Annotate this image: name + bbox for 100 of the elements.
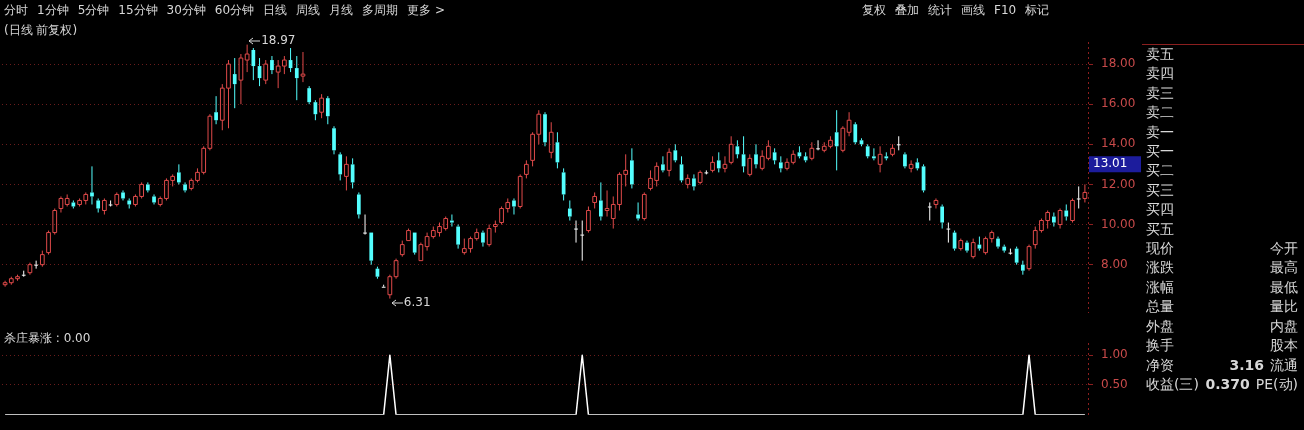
text: 买一 [1146, 142, 1174, 162]
candlestick [307, 85, 312, 105]
candlestick [412, 232, 417, 256]
candlestick [450, 214, 454, 228]
candlestick [90, 165, 94, 205]
text: 13.01 [1093, 156, 1128, 171]
candlestick [543, 111, 547, 147]
candlestick [965, 240, 969, 254]
y-tick-label: 1.00 [1101, 347, 1128, 362]
candlestick [574, 220, 578, 244]
text: 卖三 [1146, 83, 1174, 103]
text: 日线 [263, 2, 288, 19]
candlestick [666, 147, 672, 177]
candlestick [846, 111, 852, 137]
candlestick [996, 236, 1000, 250]
candlestick [816, 139, 820, 151]
text: 买四 [1146, 200, 1174, 220]
text: 60分钟 [214, 2, 255, 19]
annotation: 18.97 [261, 32, 296, 47]
y-tick-label: 12.00 [1101, 176, 1136, 191]
text: 复权 [862, 2, 886, 19]
text: 统计 [928, 2, 952, 19]
candlestick [369, 232, 374, 266]
candlestick [1026, 244, 1032, 272]
candlestick [636, 201, 640, 222]
text: 月线 [329, 2, 354, 19]
candlestick [177, 163, 181, 185]
candlestick [1057, 207, 1063, 230]
candlestick [1070, 197, 1075, 224]
candlestick [697, 169, 703, 185]
candlestick [393, 258, 399, 280]
candlestick [884, 151, 889, 161]
text: 总量 量比 [1146, 298, 1298, 315]
candlestick [754, 143, 758, 169]
candlestick [300, 51, 306, 83]
candlestick [692, 173, 696, 191]
candlestick [586, 205, 591, 234]
candlestick [270, 55, 274, 75]
candlestick [34, 260, 38, 270]
candlestick [1020, 260, 1025, 276]
candlestick [716, 151, 721, 173]
candlestick [1052, 212, 1056, 228]
candlestick [1064, 203, 1069, 222]
chart-title: (日线 前复权) [4, 22, 78, 39]
text: 画线 [961, 2, 985, 19]
candlestick [183, 181, 187, 193]
candlestick [127, 197, 132, 209]
candlestick [940, 203, 945, 230]
text: 1分钟 [37, 2, 69, 19]
annotation: 6.31 [403, 294, 431, 309]
text: 换手 股本 [1146, 337, 1298, 354]
candlestick [1082, 183, 1088, 203]
candlestick [915, 157, 920, 171]
candlestick [96, 197, 101, 213]
candlestick [722, 155, 728, 173]
candlestick [319, 93, 324, 119]
text: 外盘 内盘 [1146, 317, 1298, 334]
candlestick [232, 57, 237, 109]
candlestick [58, 195, 64, 213]
text: 15分钟 [118, 2, 158, 19]
text: 多周期 [362, 2, 399, 19]
candlestick [344, 155, 349, 191]
text: 涨幅 最低 [1146, 278, 1298, 295]
text: 涨跌 最高 [1146, 259, 1298, 276]
y-tick-label: 0.50 [1101, 377, 1128, 392]
candlestick [481, 230, 485, 248]
candlestick [778, 155, 783, 173]
candlestick [456, 224, 460, 250]
text: F10 [994, 2, 1017, 19]
candlestick [244, 44, 250, 73]
text: 卖一 [1146, 122, 1174, 142]
y-tick-label: 16.00 [1101, 96, 1136, 111]
text: 卖二 [1146, 103, 1174, 123]
text: 卖四 [1146, 64, 1174, 84]
candlestick [145, 181, 150, 193]
candlestick [1076, 185, 1081, 209]
candlestick [492, 220, 498, 234]
candlestick [152, 193, 156, 205]
candlestick [865, 143, 870, 159]
candlestick [1002, 244, 1007, 254]
candlestick [933, 197, 939, 209]
candlestick [356, 191, 361, 220]
candlestick [512, 197, 516, 216]
text: 买五 [1146, 219, 1174, 239]
candlestick [673, 143, 678, 163]
candlestick [927, 201, 932, 222]
candlestick [548, 121, 554, 159]
text: 收益(三) 0.370 PE(动) [1146, 374, 1298, 394]
candlestick [27, 262, 33, 276]
candlestick [567, 199, 572, 222]
candlestick [592, 191, 598, 209]
text: 净资 3.16 流通 [1146, 356, 1298, 373]
candlestick [641, 191, 647, 222]
chart-title: 杀庄暴涨 : 0.00 [4, 330, 91, 347]
candlestick [214, 95, 218, 125]
text: 更多 > [407, 2, 445, 19]
text: 5分钟 [77, 2, 110, 19]
candlestick [338, 151, 343, 181]
candlestick [418, 242, 424, 262]
candlestick [903, 151, 907, 169]
